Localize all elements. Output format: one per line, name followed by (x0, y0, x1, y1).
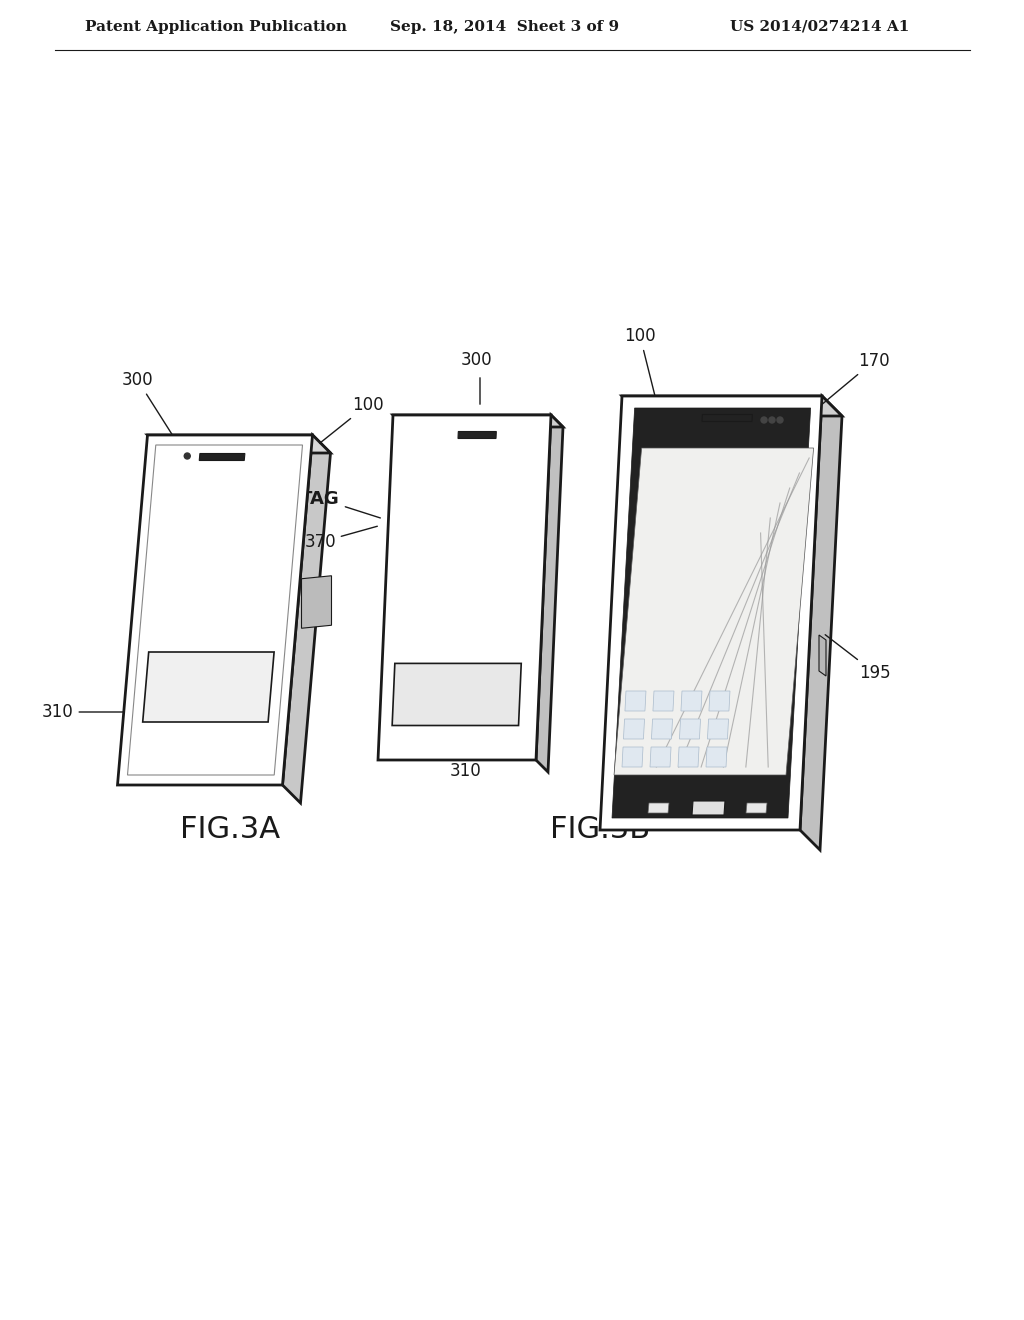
Polygon shape (622, 396, 842, 416)
Polygon shape (458, 432, 497, 438)
Polygon shape (614, 447, 814, 775)
Text: FIG.3A: FIG.3A (180, 816, 280, 845)
Text: 370: 370 (304, 527, 377, 552)
Polygon shape (378, 414, 551, 760)
Polygon shape (301, 576, 332, 628)
Text: TAG: TAG (300, 490, 380, 517)
Circle shape (777, 417, 783, 422)
Polygon shape (678, 747, 699, 767)
Polygon shape (622, 747, 643, 767)
Circle shape (761, 417, 767, 422)
Polygon shape (651, 719, 673, 739)
Circle shape (769, 417, 775, 422)
Polygon shape (536, 414, 563, 772)
Polygon shape (625, 690, 646, 711)
Text: Sep. 18, 2014  Sheet 3 of 9: Sep. 18, 2014 Sheet 3 of 9 (390, 20, 620, 34)
Text: 310: 310 (450, 729, 481, 780)
Text: 300: 300 (461, 351, 493, 370)
Text: 195: 195 (825, 635, 891, 682)
Polygon shape (680, 719, 700, 739)
Polygon shape (600, 396, 822, 830)
Polygon shape (648, 803, 669, 813)
Polygon shape (118, 436, 312, 785)
Polygon shape (624, 719, 644, 739)
Text: 100: 100 (625, 327, 656, 401)
Polygon shape (612, 408, 811, 818)
Polygon shape (709, 690, 730, 711)
Polygon shape (392, 664, 521, 726)
Polygon shape (706, 747, 727, 767)
Polygon shape (800, 396, 842, 850)
Polygon shape (200, 454, 245, 461)
Text: FIG.3B: FIG.3B (550, 816, 650, 845)
Text: 100: 100 (319, 396, 383, 444)
Text: US 2014/0274214 A1: US 2014/0274214 A1 (730, 20, 909, 34)
Polygon shape (283, 436, 331, 803)
Polygon shape (147, 436, 331, 453)
Circle shape (184, 453, 190, 459)
Text: 170: 170 (816, 352, 890, 409)
Text: 300: 300 (122, 371, 176, 441)
Polygon shape (653, 690, 674, 711)
Text: Patent Application Publication: Patent Application Publication (85, 20, 347, 34)
Polygon shape (393, 414, 563, 426)
Polygon shape (681, 690, 702, 711)
Polygon shape (650, 747, 671, 767)
Polygon shape (746, 803, 767, 813)
Polygon shape (708, 719, 728, 739)
Polygon shape (819, 635, 826, 676)
Text: 310: 310 (42, 704, 145, 721)
Polygon shape (142, 652, 274, 722)
Polygon shape (702, 414, 753, 421)
Polygon shape (692, 801, 725, 814)
